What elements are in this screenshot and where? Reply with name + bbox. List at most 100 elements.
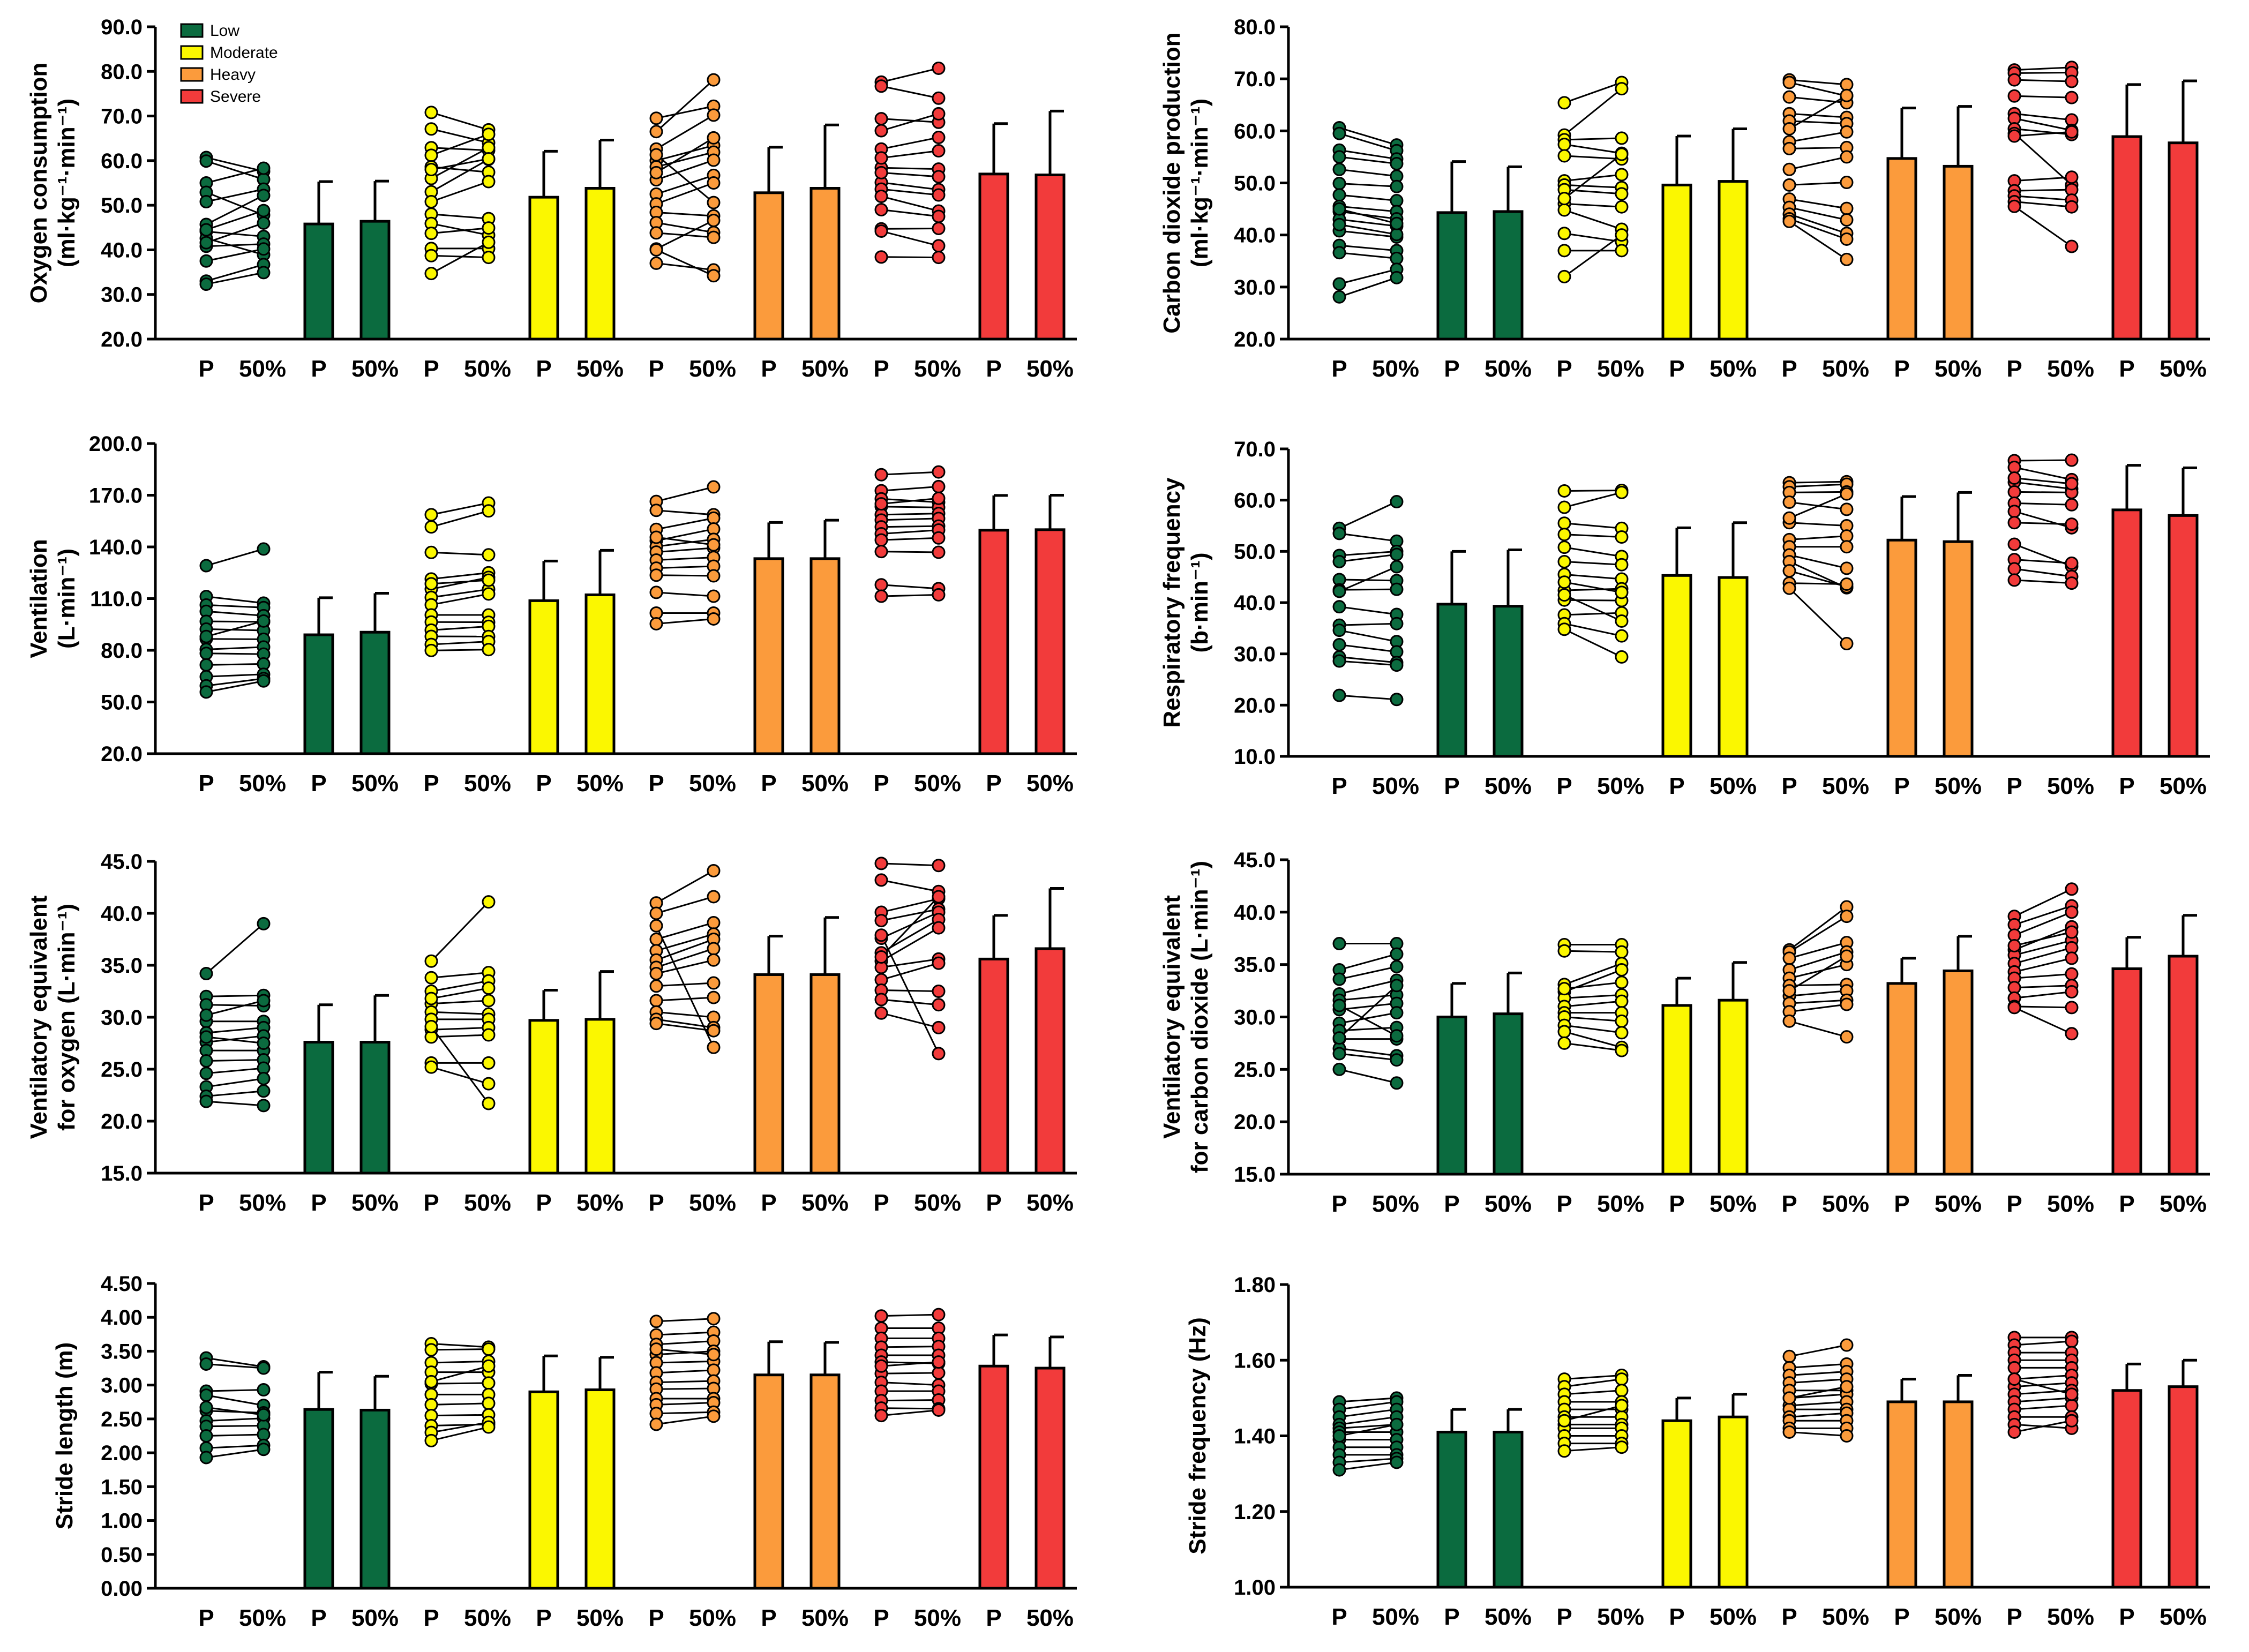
pair-line-severe <box>2014 1382 2072 1388</box>
pair-line-heavy <box>1789 955 1847 992</box>
x-tick-label: 50% <box>351 770 399 797</box>
x-tick-label: P <box>2119 773 2134 799</box>
bar-heavy-p <box>753 191 784 341</box>
pair-line-moderate <box>431 227 489 235</box>
pair-line-moderate <box>1564 153 1622 199</box>
y-tick-label: 0.50 <box>101 1543 143 1567</box>
pair-line-moderate <box>431 980 489 992</box>
pair-line-severe <box>881 584 939 590</box>
y-axis-label: Ventilatory equivalentfor oxygen (L·min⁻… <box>26 895 80 1139</box>
bar-severe-p <box>978 529 1009 755</box>
dot-50-moderate <box>482 548 496 562</box>
pair-line-severe <box>881 196 939 212</box>
y-axis-label: Stride length (m) <box>51 1342 78 1530</box>
y-tick-label: 15.0 <box>101 1162 143 1185</box>
pair-line-low <box>1339 994 1397 1001</box>
dot-50-moderate <box>1615 1043 1629 1057</box>
x-tick-label: P <box>761 1605 776 1631</box>
pair-line-low <box>1339 606 1397 615</box>
y-tick-label: 20.0 <box>1234 328 1276 351</box>
pair-line-heavy <box>656 159 714 181</box>
pair-line-moderate <box>1564 232 1622 243</box>
dot-50-heavy <box>707 1409 721 1423</box>
bar-heavy-p <box>1886 982 1917 1176</box>
pair-line-low <box>1339 694 1397 701</box>
dot-50-moderate <box>1615 131 1629 145</box>
dot-50-heavy <box>707 863 721 877</box>
x-tick-label: 50% <box>464 770 511 797</box>
dot-50-low <box>1390 582 1404 596</box>
dot-p-moderate <box>1557 540 1571 554</box>
pair-line-heavy <box>656 959 714 974</box>
dot-50-severe <box>2065 905 2079 919</box>
x-tick-label: 50% <box>801 770 849 797</box>
pair-line-low <box>206 1448 264 1459</box>
pair-line-severe <box>881 227 939 230</box>
pair-line-heavy <box>1789 990 1847 997</box>
x-tick-label: P <box>1444 773 1459 799</box>
pair-line-moderate <box>1564 184 1622 189</box>
x-tick-label: 50% <box>1372 1191 1419 1217</box>
dot-p-heavy <box>649 906 663 920</box>
y-axis-label-line2: for carbon dioxide (L·min⁻¹) <box>1187 861 1213 1173</box>
dot-50-low <box>1390 251 1404 265</box>
dot-p-heavy <box>649 243 663 257</box>
pair-line-moderate <box>1564 581 1622 594</box>
dot-50-severe <box>2065 1001 2079 1015</box>
y-axis-label: Ventilatory equivalentfor carbon dioxide… <box>1159 861 1213 1173</box>
pair-line-low <box>1339 132 1397 152</box>
y-tick-label: 1.80 <box>1234 1273 1276 1297</box>
dot-p-severe <box>2007 505 2021 519</box>
dot-50-moderate <box>482 1420 496 1434</box>
pair-line-moderate <box>431 222 489 236</box>
y-axis-label-line2: (ml·kg⁻¹·min⁻¹) <box>1187 99 1213 267</box>
dot-50-low <box>1390 947 1404 961</box>
bar-severe-p <box>978 957 1009 1175</box>
pair-line-severe <box>881 230 939 247</box>
pair-line-moderate <box>1564 588 1622 591</box>
pair-line-heavy <box>656 182 714 205</box>
y-tick-label: 70.0 <box>1234 67 1276 91</box>
panel-veo2: 15.0 20.0 25.0 30.0 35.0 40.0 45.0 Ventilatory … <box>26 850 1077 1216</box>
dot-50-low <box>1390 547 1404 561</box>
pair-line-low <box>206 638 264 640</box>
pair-line-heavy <box>656 1402 714 1406</box>
dot-50-low <box>1390 693 1404 707</box>
pair-line-low <box>1339 1012 1397 1024</box>
pair-line-heavy <box>1789 582 1847 585</box>
pair-line-low <box>206 167 264 184</box>
dot-50-low <box>257 1037 271 1050</box>
x-tick-label: 50% <box>914 770 961 797</box>
pair-line-low <box>1339 244 1397 252</box>
dot-50-severe <box>2065 125 2079 139</box>
pair-line-heavy <box>1789 999 1847 1004</box>
dot-50-heavy <box>707 1040 721 1054</box>
dot-50-severe <box>2065 74 2079 88</box>
x-tick-label: P <box>1894 356 1909 382</box>
x-tick-label: P <box>1781 356 1797 382</box>
y-tick-label: 1.40 <box>1234 1425 1276 1448</box>
x-tick-label: P <box>986 1605 1001 1631</box>
dot-p-moderate <box>1557 554 1571 568</box>
pair-line-low <box>206 194 264 226</box>
pair-line-moderate <box>1564 612 1622 616</box>
panel-ve: 20.0 50.0 80.0 110.0 140.0 170.0 200.0 Ventilat… <box>26 432 1077 797</box>
pair-line-heavy <box>1789 1393 1847 1399</box>
bar-severe-50 <box>1034 528 1066 755</box>
y-tick-label: 170.0 <box>89 484 143 508</box>
dot-p-low <box>1332 654 1346 668</box>
x-tick-label: 50% <box>1710 356 1757 382</box>
dot-p-moderate <box>424 643 438 657</box>
dot-50-moderate <box>1615 147 1629 161</box>
y-axis-label-line1: Ventilatory equivalent <box>26 895 52 1139</box>
dot-p-low <box>199 1400 213 1414</box>
bar-severe-p <box>2111 135 2142 341</box>
bar-low-p <box>303 1408 334 1590</box>
x-tick-label: P <box>198 356 214 382</box>
dot-p-moderate <box>424 520 438 534</box>
pair-line-severe <box>2014 940 2072 956</box>
dot-50-severe <box>932 1366 946 1380</box>
y-tick-label: 200.0 <box>89 432 143 456</box>
y-axis-label: Stride frequency (Hz) <box>1185 1317 1211 1555</box>
y-tick-label: 30.0 <box>101 283 143 307</box>
